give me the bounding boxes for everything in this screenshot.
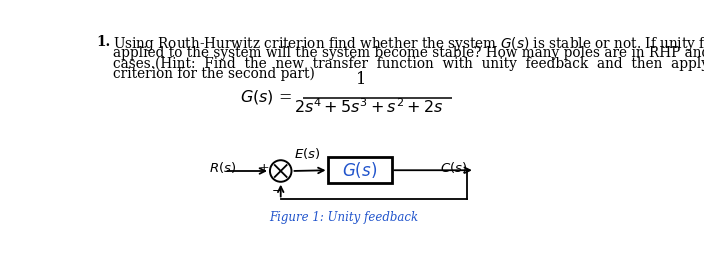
Text: criterion for the second part): criterion for the second part) [113,67,315,81]
Text: Using Routh-Hurwitz criterion find whether the system $G(s)$ is stable or not. I: Using Routh-Hurwitz criterion find wheth… [113,35,704,53]
Text: +: + [258,162,269,175]
Text: $G(s)$ =: $G(s)$ = [240,88,292,106]
Text: cases.(Hint:  Find  the  new  transfer  function  with  unity  feedback  and  th: cases.(Hint: Find the new transfer funct… [113,56,704,71]
Text: $R(s)$: $R(s)$ [209,160,237,176]
Text: Figure 1: Unity feedback: Figure 1: Unity feedback [270,211,418,224]
Text: $2s^4 + 5s^3 + s^2 + 2s$: $2s^4 + 5s^3 + s^2 + 2s$ [294,99,444,117]
Text: 1.: 1. [96,35,110,49]
Text: $E(s)$: $E(s)$ [294,146,321,161]
Text: 1: 1 [356,71,366,88]
Text: $G(s)$: $G(s)$ [342,160,377,180]
Text: $C(s)$: $C(s)$ [440,160,467,176]
Bar [329,157,391,183]
Text: −: − [272,183,282,195]
Text: applied to the system will the system become stable? How many poles are in RHP a: applied to the system will the system be… [113,46,704,60]
